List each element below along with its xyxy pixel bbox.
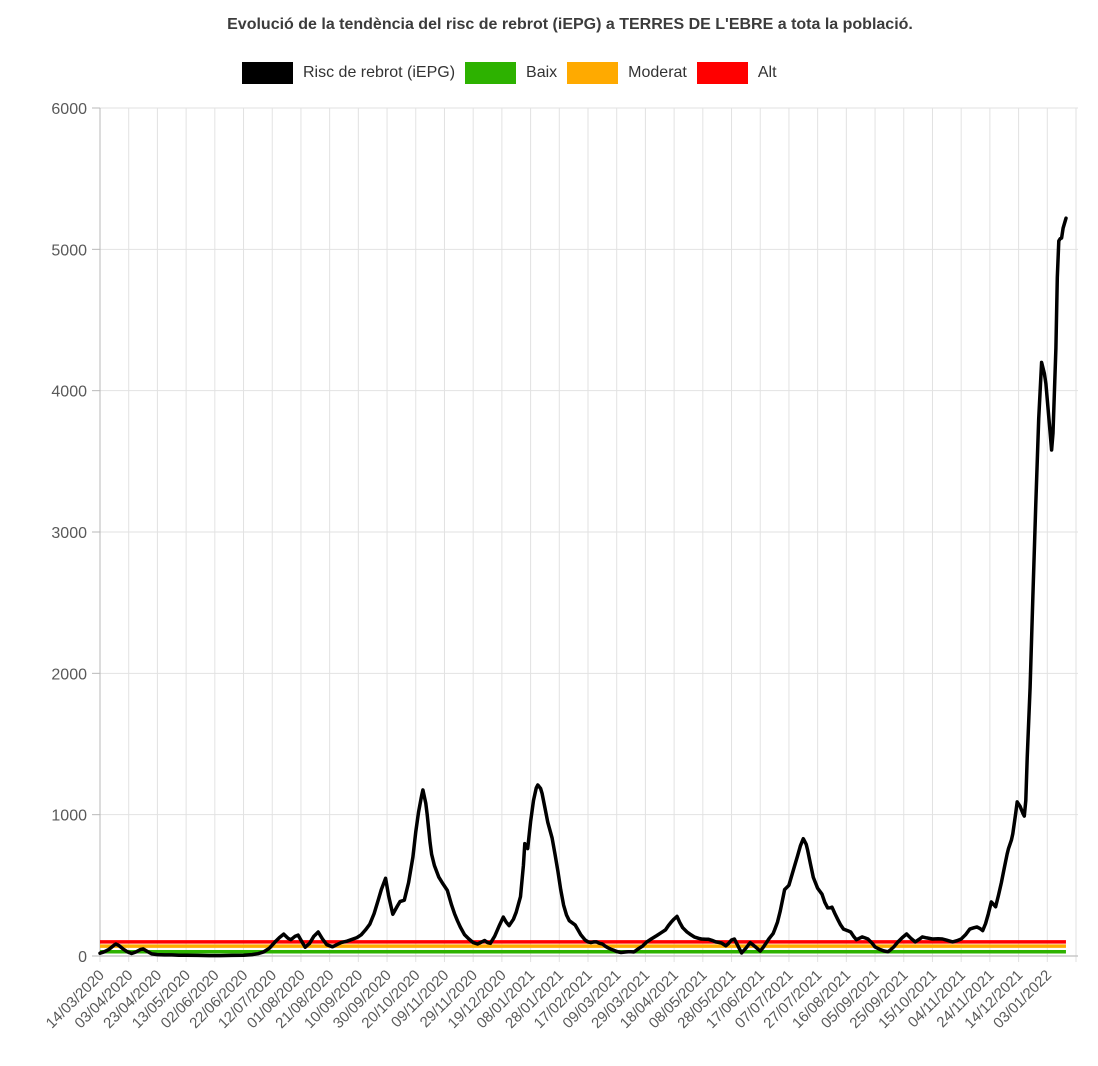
legend-label: Baix xyxy=(526,64,558,81)
chart-title: Evolució de la tendència del risc de reb… xyxy=(227,16,913,33)
legend-swatch-moderat xyxy=(567,62,619,84)
y-axis-labels: 0 1000 2000 3000 4000 5000 6000 xyxy=(51,101,87,966)
y-tick-label: 3000 xyxy=(51,525,87,542)
series-line-risc-de-rebrot-iepg xyxy=(98,216,1068,958)
legend-label: Alt xyxy=(757,64,777,81)
legend-swatch-risc-de-rebrot-iepg xyxy=(242,62,293,84)
chart-legend: Risc de rebrot (iEPG) Baix Moderat Alt xyxy=(242,60,777,86)
y-tick-label: 6000 xyxy=(51,101,87,118)
x-axis-labels: 14/03/202003/04/202023/04/202013/05/2020… xyxy=(43,967,1055,1032)
legend-swatch-alt xyxy=(696,62,748,84)
threshold-lines xyxy=(100,940,1066,954)
legend-label: Moderat xyxy=(628,64,687,81)
y-tick-label: 1000 xyxy=(51,808,87,825)
legend-swatch-baix xyxy=(465,62,517,84)
y-tick-label: 2000 xyxy=(51,666,87,683)
x-gridlines xyxy=(99,108,1077,962)
y-tick-label: 5000 xyxy=(51,242,87,259)
y-tick-label: 0 xyxy=(78,949,87,966)
legend-item-moderat[interactable]: Moderat xyxy=(567,62,687,84)
legend-item-risc-de-rebrot-iepg[interactable]: Risc de rebrot (iEPG) xyxy=(242,62,455,84)
legend-item-alt[interactable]: Alt xyxy=(696,62,777,84)
legend-item-baix[interactable]: Baix xyxy=(465,62,557,84)
y-tick-label: 4000 xyxy=(51,384,87,401)
legend-label: Risc de rebrot (iEPG) xyxy=(303,64,456,81)
y-gridlines xyxy=(92,107,1078,957)
axes xyxy=(99,108,1078,957)
